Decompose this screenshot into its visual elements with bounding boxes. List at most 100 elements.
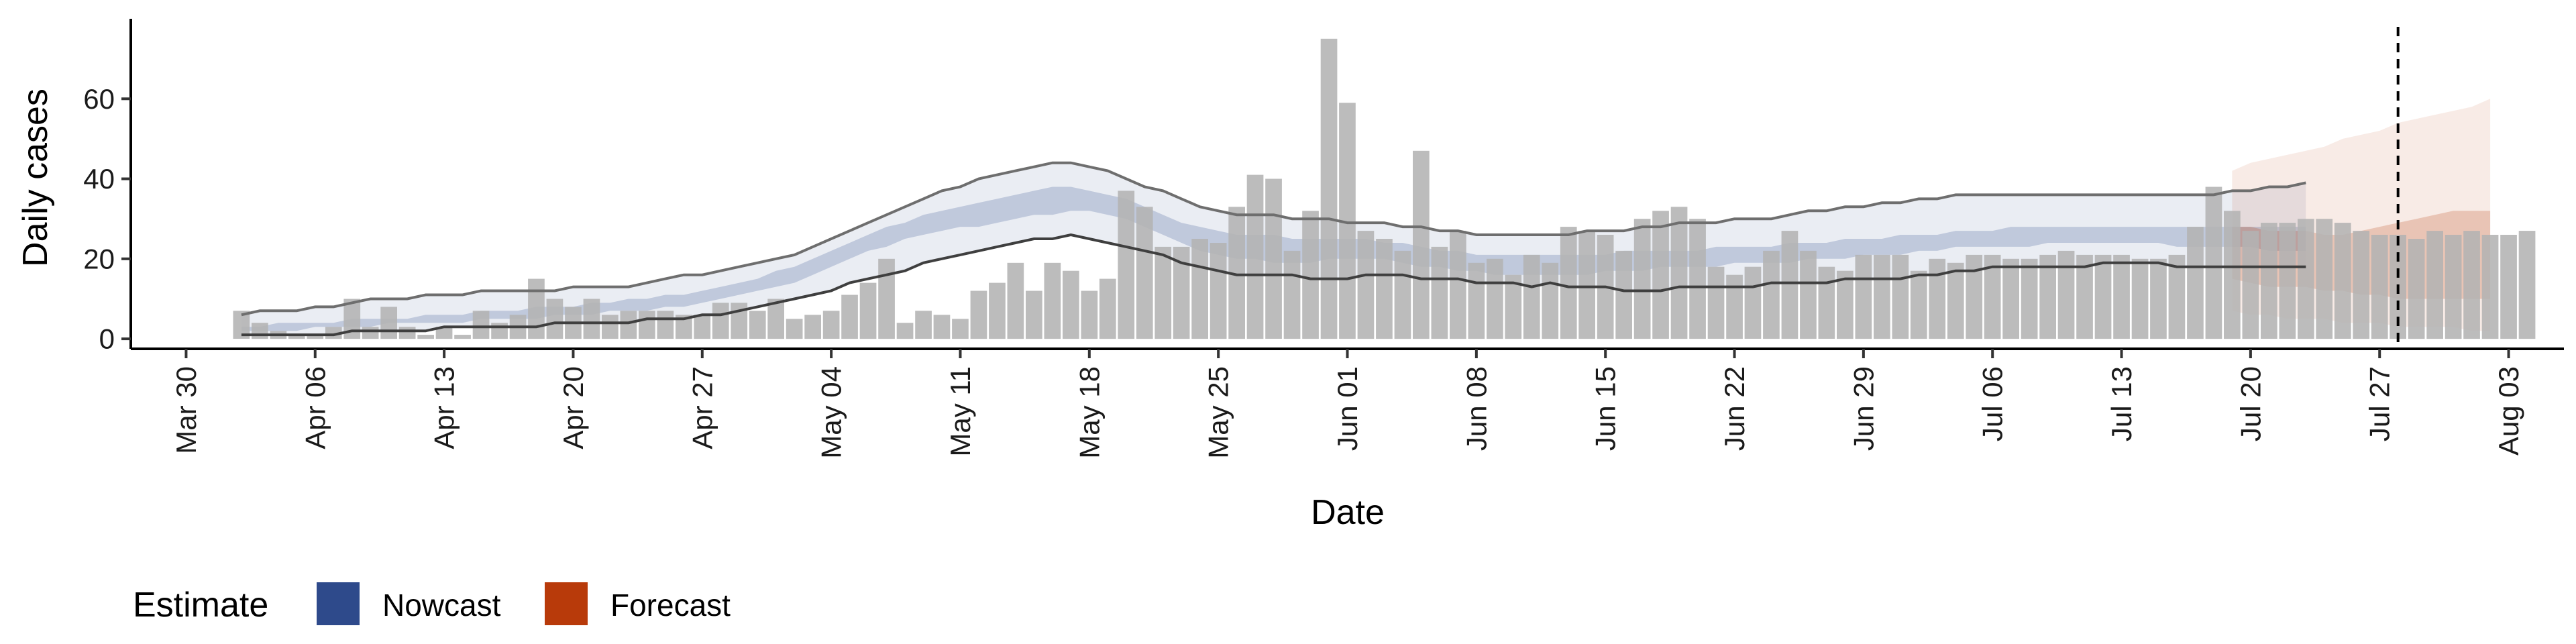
- case-bar: [2261, 223, 2277, 339]
- case-bar: [1302, 211, 1319, 339]
- x-axis-ticks: Mar 30 Apr 06 Apr 13 Apr 20 Apr 27 May 04 May …: [170, 349, 2524, 459]
- case-bar: [989, 282, 1006, 339]
- x-tick-label: Apr 27: [686, 366, 718, 449]
- case-bar: [878, 258, 895, 339]
- y-tick-label: 60: [83, 83, 115, 115]
- x-tick-label: Apr 06: [299, 366, 331, 449]
- case-bar: [1044, 262, 1061, 339]
- case-bar: [2481, 235, 2499, 339]
- case-bar: [1947, 262, 1964, 339]
- case-bar: [804, 315, 821, 339]
- case-bar: [1560, 227, 1577, 339]
- x-tick-label: Apr 20: [557, 366, 589, 449]
- case-bar: [1800, 250, 1817, 339]
- case-bar: [2094, 254, 2112, 339]
- case-bar: [1837, 270, 1854, 339]
- case-bar: [1726, 274, 1743, 339]
- case-bar: [1542, 262, 1559, 339]
- case-bar: [1155, 246, 1172, 339]
- case-bar: [933, 315, 951, 339]
- case-bar: [1191, 239, 1208, 339]
- x-tick-label: Jul 06: [1977, 366, 2008, 441]
- case-bar: [288, 335, 305, 339]
- case-bar: [1431, 246, 1448, 339]
- case-bar: [1394, 250, 1411, 339]
- y-tick-label: 40: [83, 163, 115, 195]
- case-bar: [380, 307, 397, 339]
- case-bar: [1966, 254, 1983, 339]
- legend-label-nowcast: Nowcast: [382, 588, 501, 623]
- y-tick-label: 0: [99, 323, 115, 355]
- case-bar: [2408, 239, 2425, 339]
- case-bar: [786, 319, 803, 339]
- case-bar: [1670, 207, 1688, 339]
- case-bar: [454, 335, 471, 339]
- case-bar: [1026, 290, 1042, 339]
- case-bar: [1763, 250, 1780, 339]
- case-bar: [1063, 270, 1079, 339]
- y-tick-label: 20: [83, 243, 115, 274]
- case-bar: [749, 311, 766, 339]
- case-bar: [2334, 223, 2351, 339]
- case-bar: [896, 323, 914, 339]
- case-bar: [2057, 250, 2075, 339]
- y-axis-title: Daily cases: [16, 89, 55, 267]
- forecast-outer-band: [2232, 99, 2491, 331]
- legend-label-forecast: Forecast: [610, 588, 731, 623]
- case-bar: [2463, 231, 2480, 339]
- case-bar: [472, 311, 490, 339]
- x-tick-label: Jun 01: [1332, 366, 1363, 451]
- case-bar: [2279, 223, 2296, 339]
- case-bar: [657, 311, 674, 339]
- x-tick-label: Jun 29: [1847, 366, 1879, 451]
- case-bar: [2371, 235, 2388, 339]
- x-tick-label: Jul 20: [2235, 366, 2266, 441]
- case-bar: [1265, 178, 1282, 339]
- case-bar: [2242, 231, 2259, 339]
- legend-key-nowcast: [317, 582, 360, 625]
- x-tick-label: Jul 27: [2364, 366, 2396, 441]
- case-bar: [841, 294, 858, 339]
- case-bar: [1487, 258, 1503, 339]
- case-bar: [620, 311, 637, 339]
- case-bar: [1615, 250, 1632, 339]
- case-bar: [252, 323, 268, 339]
- case-bar: [1118, 191, 1135, 339]
- case-bar: [859, 282, 877, 339]
- case-bar: [1136, 207, 1153, 339]
- case-bar: [1652, 211, 1669, 339]
- case-bar: [307, 335, 324, 339]
- x-tick-label: May 04: [816, 366, 847, 459]
- x-tick-label: Jun 08: [1460, 366, 1492, 451]
- case-bar: [1376, 239, 1393, 339]
- nowcast-lower-line: [241, 233, 2306, 337]
- case-bar: [1633, 219, 1651, 339]
- x-tick-label: Jun 15: [1590, 366, 1621, 451]
- case-bar: [2316, 219, 2333, 339]
- x-tick-label: Mar 30: [170, 366, 202, 454]
- case-bar: [915, 311, 932, 339]
- case-bar: [1892, 254, 1909, 339]
- case-bar: [1283, 250, 1301, 339]
- x-tick-label: Jul 13: [2106, 366, 2137, 441]
- case-bar: [583, 299, 600, 339]
- case-bar: [2168, 254, 2186, 339]
- case-bar: [2187, 227, 2204, 339]
- case-bar: [1099, 278, 1116, 339]
- case-bar: [491, 323, 508, 339]
- case-bar: [694, 315, 711, 339]
- case-bar: [1210, 243, 1227, 339]
- x-tick-label: May 18: [1073, 366, 1105, 459]
- case-bar: [767, 299, 784, 339]
- case-bar: [1855, 254, 1872, 339]
- y-axis-ticks: 0 20 40 60: [83, 83, 131, 355]
- case-bar: [417, 335, 434, 339]
- case-bar: [2076, 254, 2093, 339]
- case-bar: [2113, 254, 2130, 339]
- case-bar: [2039, 254, 2056, 339]
- case-bar: [1468, 262, 1485, 339]
- case-bar: [1818, 266, 1835, 339]
- case-bar: [970, 290, 987, 339]
- case-bar: [1874, 254, 1890, 339]
- case-bar: [2131, 258, 2149, 339]
